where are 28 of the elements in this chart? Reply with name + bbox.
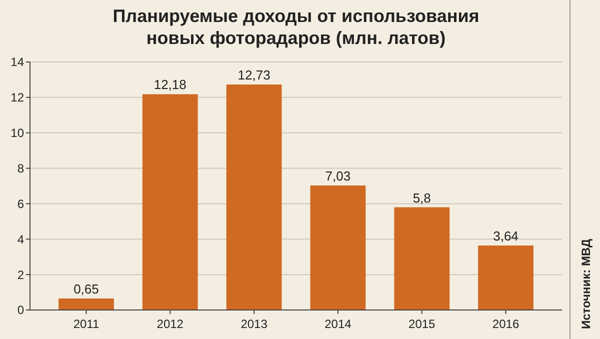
y-tick-label: 12 [10, 90, 24, 105]
x-tick-label: 2016 [492, 317, 520, 331]
bar [310, 185, 366, 310]
data-label: 12,18 [154, 77, 186, 92]
x-tick-label: 2011 [73, 317, 100, 331]
data-label: 0,65 [74, 281, 99, 296]
y-tick-label: 4 [17, 232, 24, 246]
bar [478, 246, 534, 310]
x-tick-label: 2014 [324, 317, 352, 331]
data-label: 7,03 [325, 168, 351, 184]
bar [226, 84, 282, 310]
data-label: 5,8 [412, 190, 431, 206]
x-tick-label: 2012 [156, 317, 184, 331]
data-label: 3,64 [493, 228, 518, 244]
bar [142, 94, 198, 310]
x-tick-label: 2015 [408, 317, 436, 331]
data-label: 12,73 [238, 67, 270, 82]
y-tick-label: 10 [10, 126, 24, 140]
y-tick-label: 8 [17, 161, 24, 176]
y-tick-label: 6 [17, 196, 24, 211]
x-tick-label: 2013 [240, 317, 268, 331]
bar [58, 298, 114, 310]
y-tick-label: 2 [17, 268, 24, 282]
chart-title: Планируемые доходы от использования новых фоторадаров (млн. латов) [112, 6, 480, 48]
y-tick-label: 14 [10, 55, 24, 70]
bar [394, 207, 450, 310]
y-tick-label: 0 [17, 303, 24, 318]
text: Источник: МВД [579, 238, 593, 329]
